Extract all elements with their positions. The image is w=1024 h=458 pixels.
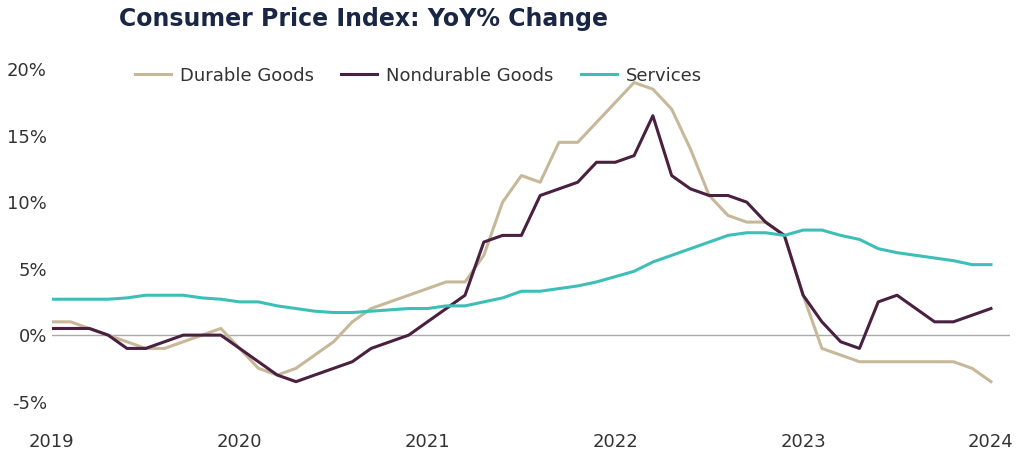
Nondurable Goods <box>252 359 264 365</box>
Durable Goods <box>966 365 978 371</box>
Durable Goods <box>252 365 264 371</box>
Legend: Durable Goods, Nondurable Goods, Services: Durable Goods, Nondurable Goods, Service… <box>128 60 710 92</box>
Line: Nondurable Goods: Nondurable Goods <box>52 116 991 382</box>
Durable Goods <box>628 80 640 85</box>
Services <box>252 299 264 305</box>
Nondurable Goods <box>46 326 58 331</box>
Services <box>365 308 377 314</box>
Services <box>966 262 978 267</box>
Durable Goods <box>328 339 340 344</box>
Services <box>740 230 753 235</box>
Durable Goods <box>740 219 753 225</box>
Services <box>684 246 696 251</box>
Services <box>797 227 809 233</box>
Nondurable Goods <box>760 219 772 225</box>
Durable Goods <box>46 319 58 325</box>
Services <box>328 310 340 315</box>
Nondurable Goods <box>985 306 997 311</box>
Line: Durable Goods: Durable Goods <box>52 82 991 382</box>
Durable Goods <box>346 319 358 325</box>
Text: Consumer Price Index: YoY% Change: Consumer Price Index: YoY% Change <box>119 7 608 31</box>
Durable Goods <box>684 146 696 152</box>
Services <box>46 296 58 302</box>
Durable Goods <box>985 379 997 384</box>
Nondurable Goods <box>703 193 716 198</box>
Nondurable Goods <box>346 359 358 365</box>
Services <box>985 262 997 267</box>
Nondurable Goods <box>365 346 377 351</box>
Nondurable Goods <box>647 113 659 119</box>
Nondurable Goods <box>966 312 978 318</box>
Nondurable Goods <box>290 379 302 384</box>
Line: Services: Services <box>52 230 991 312</box>
Services <box>346 310 358 315</box>
